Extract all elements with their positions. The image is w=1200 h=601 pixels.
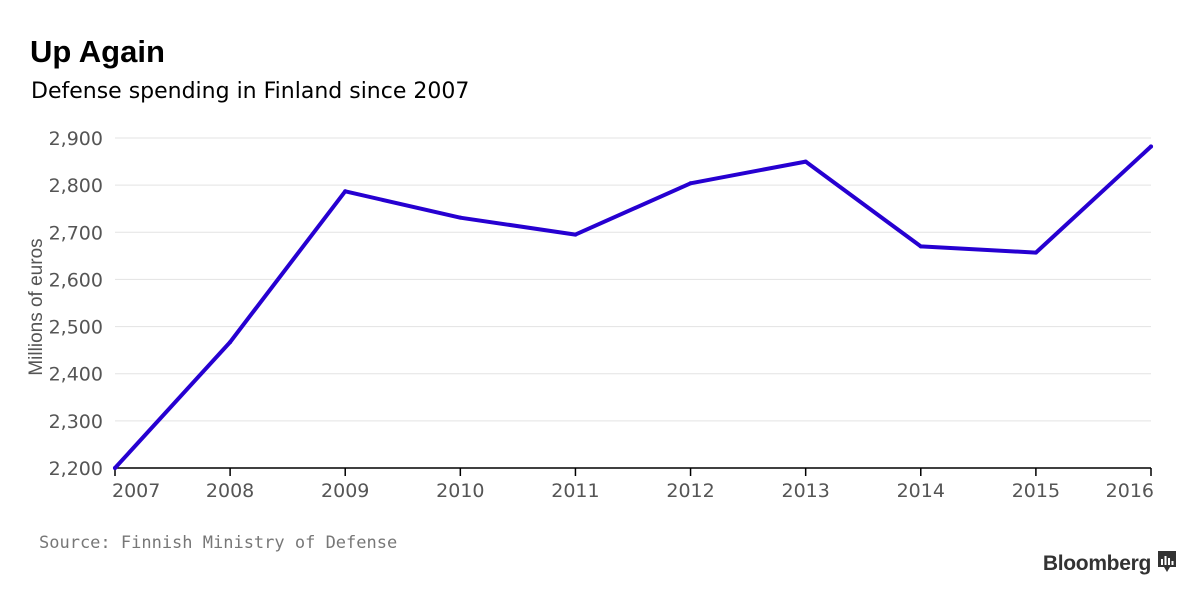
- y-tick-label: 2,600: [49, 269, 103, 291]
- data-point: [918, 244, 923, 249]
- data-point: [113, 466, 117, 470]
- x-axis: 2007 2008 2009 2010 2011 2012 2013 2014 2015 2016: [112, 467, 1154, 502]
- data-point: [688, 181, 693, 186]
- x-tick-label: 2010: [436, 480, 484, 502]
- y-tick-label: 2,400: [49, 364, 103, 386]
- data-point: [1033, 250, 1038, 255]
- x-tick-label: 2014: [897, 480, 945, 502]
- data-point: [228, 340, 233, 345]
- y-tick-label: 2,800: [49, 175, 103, 197]
- chart-title: Up Again: [30, 34, 165, 69]
- y-tick-label: 2,900: [49, 128, 103, 150]
- x-tick-label: 2009: [321, 480, 369, 502]
- data-point: [1149, 144, 1153, 149]
- x-tick-label: 2007: [112, 480, 160, 502]
- x-tick-label: 2011: [551, 480, 599, 502]
- y-axis-tick-labels: 2,200 2,300 2,400 2,500 2,600 2,700 2,800 2,900: [49, 128, 103, 480]
- data-point: [803, 159, 808, 164]
- x-tick-label: 2012: [666, 480, 714, 502]
- series-layer: [113, 144, 1153, 470]
- chart-subtitle: Defense spending in Finland since 2007: [31, 79, 470, 104]
- series-line: [113, 144, 1153, 470]
- y-tick-label: 2,500: [49, 317, 103, 339]
- x-tick-label: 2015: [1012, 480, 1060, 502]
- brand-name: Bloomberg: [1042, 552, 1151, 575]
- data-point: [458, 215, 463, 220]
- brand-logo: Bloomberg: [1043, 550, 1176, 578]
- y-tick-label: 2,300: [49, 411, 103, 433]
- y-axis-title: Millions of euros: [26, 238, 47, 375]
- gridlines: [115, 137, 1151, 422]
- y-tick-label: 2,200: [49, 458, 103, 480]
- source-note: Source: Finnish Ministry of Defense: [39, 533, 398, 553]
- bloomberg-chart-icon: [1158, 550, 1176, 578]
- data-point: [573, 232, 578, 237]
- x-tick-label: 2013: [781, 480, 829, 502]
- x-tick-label: 2008: [206, 480, 254, 502]
- y-tick-label: 2,700: [49, 222, 103, 244]
- data-point: [343, 189, 348, 194]
- x-tick-label: 2016: [1106, 480, 1154, 502]
